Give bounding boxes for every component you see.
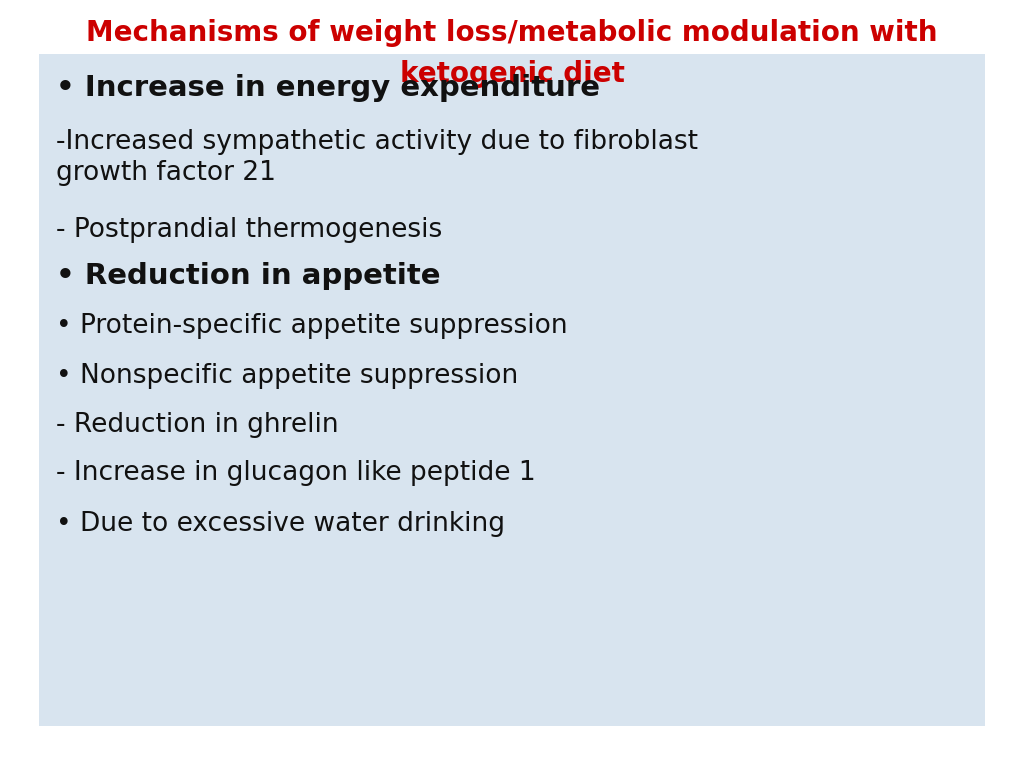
- Text: Mechanisms of weight loss/metabolic modulation with
ketogenic diet: Mechanisms of weight loss/metabolic modu…: [86, 19, 938, 88]
- Text: • Protein-specific appetite suppression: • Protein-specific appetite suppression: [56, 313, 568, 339]
- Text: • Reduction in appetite: • Reduction in appetite: [56, 263, 440, 290]
- Text: • Due to excessive water drinking: • Due to excessive water drinking: [56, 511, 505, 537]
- FancyBboxPatch shape: [39, 54, 985, 726]
- Text: • Nonspecific appetite suppression: • Nonspecific appetite suppression: [56, 363, 518, 389]
- Text: • Increase in energy expenditure: • Increase in energy expenditure: [56, 74, 600, 102]
- Text: - Reduction in ghrelin: - Reduction in ghrelin: [56, 412, 339, 438]
- Text: - Increase in glucagon like peptide 1: - Increase in glucagon like peptide 1: [56, 460, 536, 486]
- Text: -Increased sympathetic activity due to fibroblast
growth factor 21: -Increased sympathetic activity due to f…: [56, 129, 698, 186]
- Text: - Postprandial thermogenesis: - Postprandial thermogenesis: [56, 217, 442, 243]
